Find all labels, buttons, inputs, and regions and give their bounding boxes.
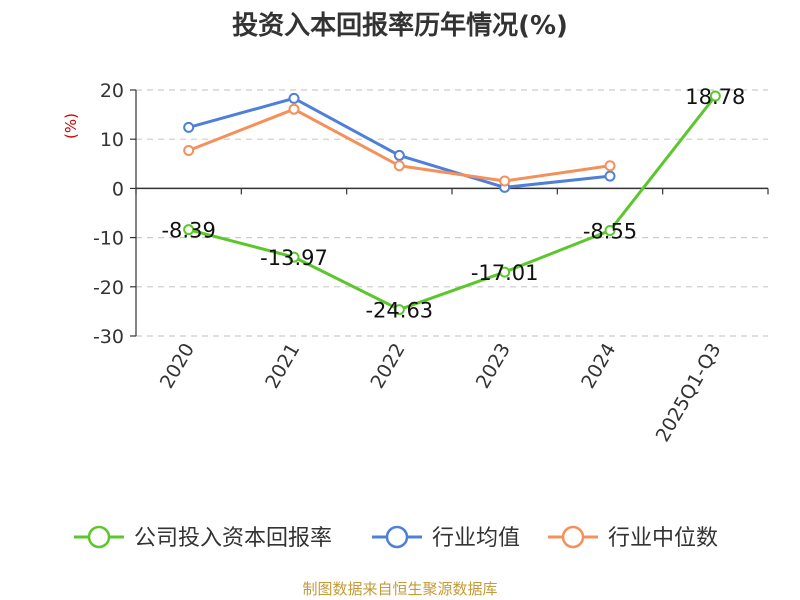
data-point [604, 160, 616, 172]
x-tick-label: 2020 [156, 340, 199, 393]
y-tick-label: -30 [93, 326, 124, 348]
legend: 公司投入资本回报率 行业均值 行业中位数 [74, 525, 718, 551]
data-point [604, 170, 616, 182]
x-tick-label: 2022 [366, 340, 409, 393]
data-point [393, 149, 405, 161]
y-tick-label: -10 [93, 228, 124, 250]
data-point [288, 92, 300, 104]
y-tick-label: 10 [100, 129, 124, 151]
data-point [709, 90, 721, 102]
data-label: -17.01 [471, 261, 539, 285]
legend-label: 行业均值 [432, 526, 520, 551]
legend-item-1: 行业均值 [372, 525, 520, 551]
data-label: -24.63 [365, 299, 433, 323]
y-tick-label: 0 [112, 178, 124, 200]
data-point [183, 145, 195, 157]
x-tick-label: 2025Q1-Q3 [652, 340, 726, 446]
data-label: -8.55 [583, 219, 637, 243]
legend-label: 公司投入资本回报率 [134, 526, 332, 551]
grid-lines [136, 89, 768, 337]
data-point [288, 103, 300, 115]
data-point [604, 224, 616, 236]
x-tick-label: 2024 [577, 340, 620, 393]
data-point [183, 224, 195, 236]
data-labels: -8.39 -13.97 -24.63 -17.01 -8.55 18.78 [161, 85, 745, 323]
series-line-0 [188, 95, 717, 312]
legend-marker [385, 525, 409, 549]
data-label: -8.39 [161, 219, 215, 243]
x-tick-label: 2021 [261, 340, 304, 393]
legend-item-2: 行业中位数 [548, 525, 718, 551]
data-point [183, 121, 195, 133]
legend-marker [561, 525, 585, 549]
legend-item-0: 公司投入资本回报率 [74, 525, 332, 551]
legend-label: 行业中位数 [608, 526, 718, 551]
series-group [183, 90, 721, 316]
axes: 20 10 0 -10 -20 -30 2020 2021 2022 2023 2024 2025Q1… [93, 80, 769, 446]
data-point [393, 160, 405, 172]
data-label: -13.97 [260, 246, 328, 270]
y-axis-unit: (%) [62, 113, 80, 139]
y-tick-label: -20 [93, 277, 124, 299]
source-note: 制图数据来自恒生聚源数据库 [302, 580, 497, 598]
data-point [499, 266, 511, 278]
chart-title: 投资入本回报率历年情况(%) [232, 10, 568, 41]
data-point [393, 304, 405, 316]
x-tick-label: 2023 [472, 340, 515, 393]
legend-marker [87, 525, 111, 549]
data-label: 18.78 [685, 85, 745, 109]
data-point [288, 251, 300, 263]
data-point [499, 175, 511, 187]
y-tick-label: 20 [100, 80, 124, 102]
